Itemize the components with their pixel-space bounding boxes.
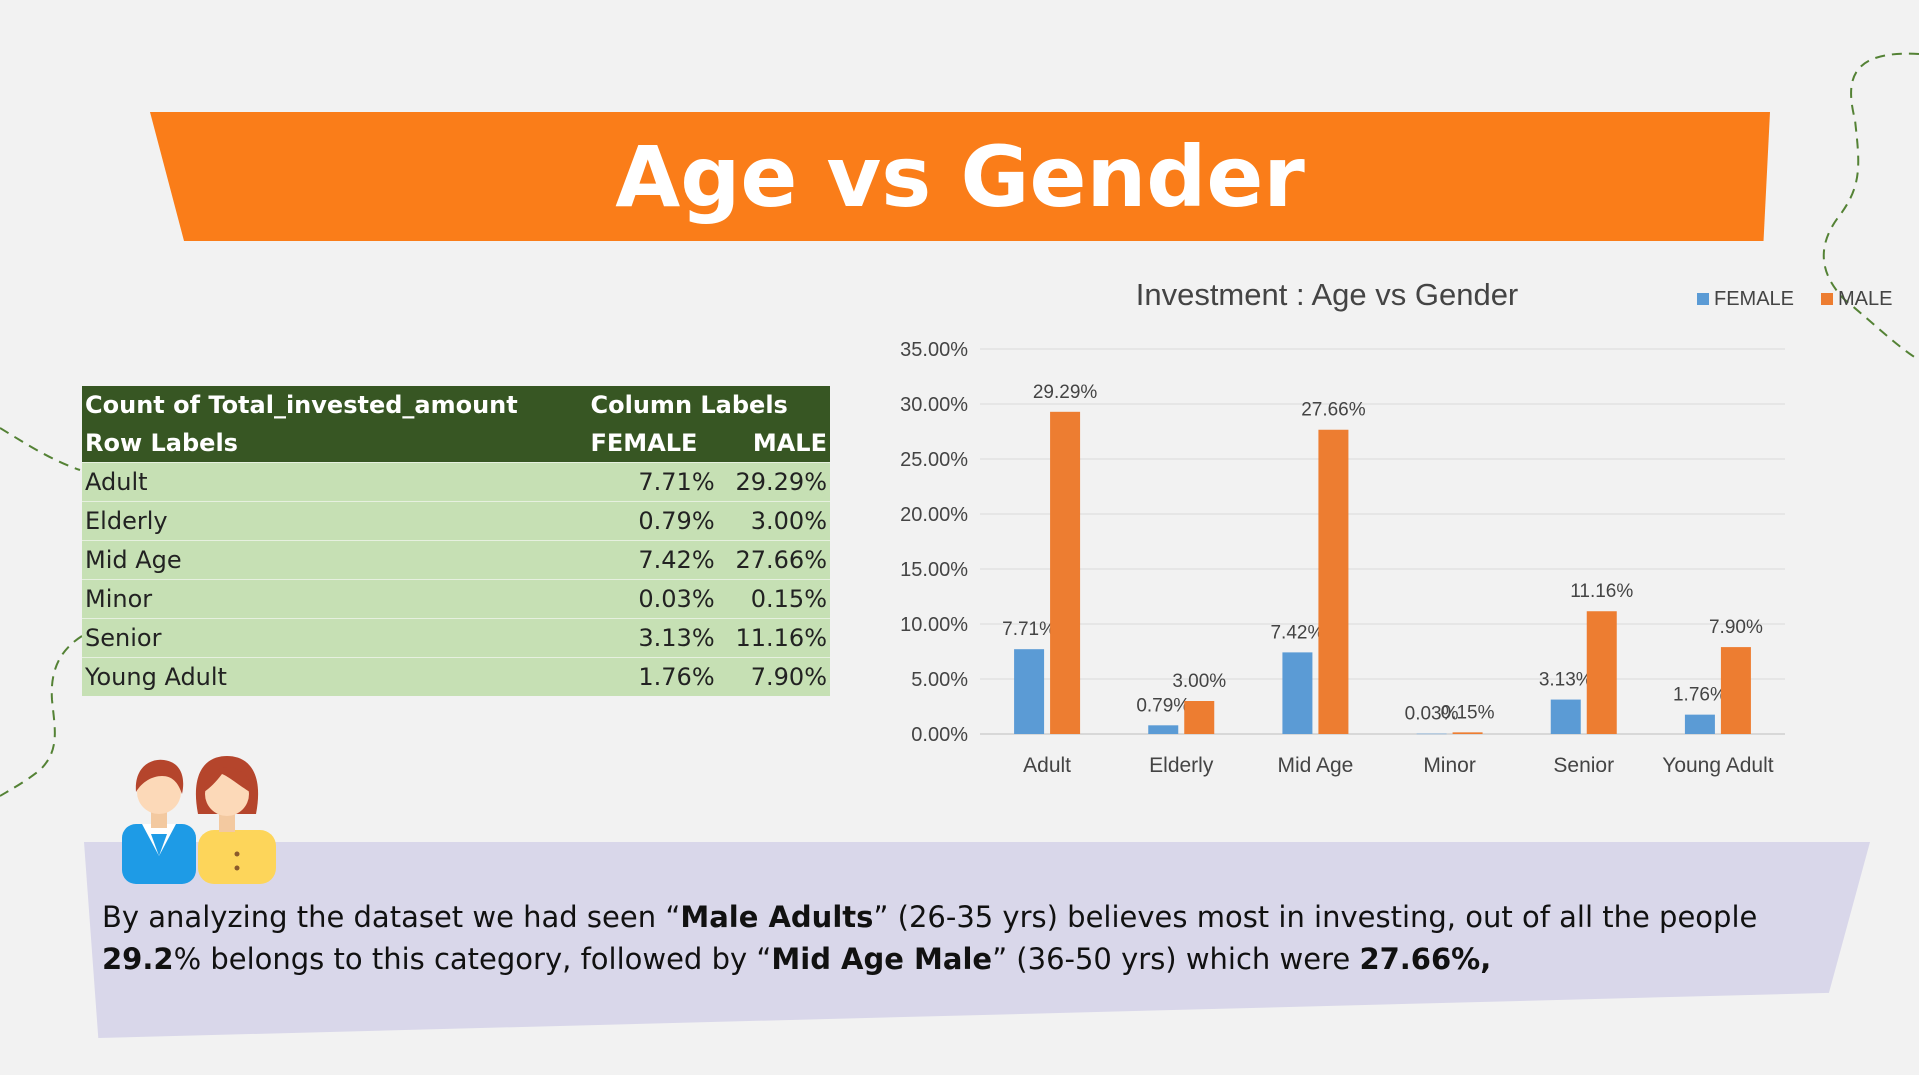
chart-legend: FEMALE MALE <box>1697 288 1892 310</box>
male-value: 29.29% <box>717 462 830 502</box>
pivot-header-cell: MALE <box>717 424 830 463</box>
data-label: 7.71% <box>1002 619 1056 640</box>
pivot-header-row-2: Row Labels FEMALE MALE <box>82 424 830 463</box>
data-label: 7.90% <box>1709 617 1763 638</box>
row-label: Senior <box>82 618 588 658</box>
y-tick-label: 0.00% <box>911 724 968 746</box>
bar-chart: Investment : Age vs Gender FEMALE MALE 0.… <box>900 277 1892 777</box>
summary-highlight: Mid Age Male <box>771 942 993 976</box>
female-bar <box>1282 652 1313 734</box>
data-label: 7.42% <box>1270 622 1324 643</box>
squiggle-left-top <box>0 427 81 471</box>
y-tick-label: 10.00% <box>900 614 968 636</box>
male-bar <box>1586 611 1617 734</box>
male-value: 11.16% <box>717 618 830 658</box>
legend-label: MALE <box>1838 288 1892 310</box>
y-tick-label: 15.00% <box>900 559 968 581</box>
row-label: Minor <box>82 579 588 619</box>
x-tick-label: Mid Age <box>1277 754 1353 777</box>
male-value: 3.00% <box>717 501 830 541</box>
female-bar <box>1550 699 1581 734</box>
legend-label: FEMALE <box>1714 288 1794 310</box>
table-row: Adult 7.71% 29.29% <box>82 462 830 502</box>
table-row: Mid Age 7.42% 27.66% <box>82 540 830 580</box>
x-tick-label: Elderly <box>1149 754 1214 777</box>
female-bar <box>1014 649 1045 734</box>
female-value: 3.13% <box>587 618 718 658</box>
y-tick-label: 25.00% <box>900 449 968 471</box>
summary-part: % belongs to this category, followed by … <box>173 942 772 976</box>
male-value: 27.66% <box>717 540 830 580</box>
pivot-header-cell: FEMALE <box>587 424 718 463</box>
pivot-header-cell: Row Labels <box>82 424 588 463</box>
y-tick-label: 35.00% <box>900 339 968 361</box>
table-row: Minor 0.03% 0.15% <box>82 579 830 619</box>
data-label: 11.16% <box>1570 581 1633 602</box>
data-label: 27.66% <box>1301 400 1366 421</box>
y-tick-label: 5.00% <box>911 669 968 691</box>
male-value: 0.15% <box>717 579 830 619</box>
row-label: Elderly <box>82 501 588 541</box>
data-label: 0.79% <box>1136 695 1190 716</box>
row-label: Mid Age <box>82 540 588 580</box>
pivot-table: Count of Total_invested_amount Column La… <box>82 386 830 696</box>
people-icon <box>122 756 276 884</box>
chart-title: Investment : Age vs Gender <box>1136 277 1519 312</box>
x-tick-label: Senior <box>1553 754 1614 777</box>
female-legend-swatch <box>1697 293 1709 305</box>
data-label: 0.15% <box>1441 702 1495 723</box>
female-bar <box>1684 714 1715 734</box>
data-label: 0.03% <box>1405 704 1459 725</box>
x-tick-label: Minor <box>1423 754 1476 777</box>
squiggle-left-bottom <box>0 635 83 797</box>
data-label: 1.76% <box>1673 685 1727 706</box>
chart-grid <box>980 348 1785 735</box>
male-legend-swatch <box>1821 293 1833 305</box>
summary-part: By analyzing the dataset we had seen “ <box>102 900 681 934</box>
female-value: 1.76% <box>587 657 718 696</box>
table-row: Senior 3.13% 11.16% <box>82 618 830 658</box>
female-bar <box>1416 733 1447 735</box>
x-tick-label: Adult <box>1023 754 1071 777</box>
pivot-header-cell: Count of Total_invested_amount <box>82 386 588 424</box>
pivot-header-cell: Column Labels <box>587 386 830 424</box>
y-tick-label: 30.00% <box>900 394 968 416</box>
x-axis: Adult Elderly Mid Age Minor Senior Young Adul… <box>1023 754 1774 777</box>
summary-highlight: Male Adults <box>680 900 874 934</box>
summary-text: By analyzing the dataset we had seen “Ma… <box>102 896 1862 980</box>
pivot-header-row-1: Count of Total_invested_amount Column La… <box>82 386 830 424</box>
summary-part: ” (26-35 yrs) believes most in investing… <box>873 900 1758 934</box>
female-bar <box>1148 725 1179 734</box>
x-tick-label: Young Adult <box>1662 754 1774 777</box>
data-label: 3.00% <box>1172 671 1226 692</box>
row-label: Young Adult <box>82 657 588 696</box>
male-bar <box>1720 647 1751 734</box>
male-value: 7.90% <box>717 657 830 696</box>
male-bar <box>1184 701 1215 734</box>
male-bar <box>1050 411 1081 734</box>
data-label: 29.29% <box>1033 382 1098 403</box>
female-value: 7.42% <box>587 540 718 580</box>
page-title: Age vs Gender <box>615 127 1305 226</box>
y-axis: 0.00% 5.00% 10.00% 15.00% 20.00% 25.00% 30.00%… <box>900 339 968 746</box>
y-tick-label: 20.00% <box>900 504 968 526</box>
summary-highlight: 29.2 <box>102 942 174 976</box>
female-value: 7.71% <box>587 462 718 502</box>
male-bar <box>1318 429 1349 734</box>
title-banner <box>150 112 1770 241</box>
female-value: 0.03% <box>587 579 718 619</box>
table-row: Young Adult 1.76% 7.90% <box>82 657 830 696</box>
male-bar <box>1452 732 1483 734</box>
data-label: 3.13% <box>1539 670 1593 691</box>
female-value: 0.79% <box>587 501 718 541</box>
chart-bars: 7.71% 29.29% 0.79% 3.00% 7.42% 27.66% 0.03%0.1… <box>1002 382 1763 735</box>
row-label: Adult <box>82 462 588 502</box>
summary-part: ” (36-50 yrs) which were <box>992 942 1360 976</box>
summary-highlight: 27.66%, <box>1359 942 1492 976</box>
table-row: Elderly 0.79% 3.00% <box>82 501 830 541</box>
